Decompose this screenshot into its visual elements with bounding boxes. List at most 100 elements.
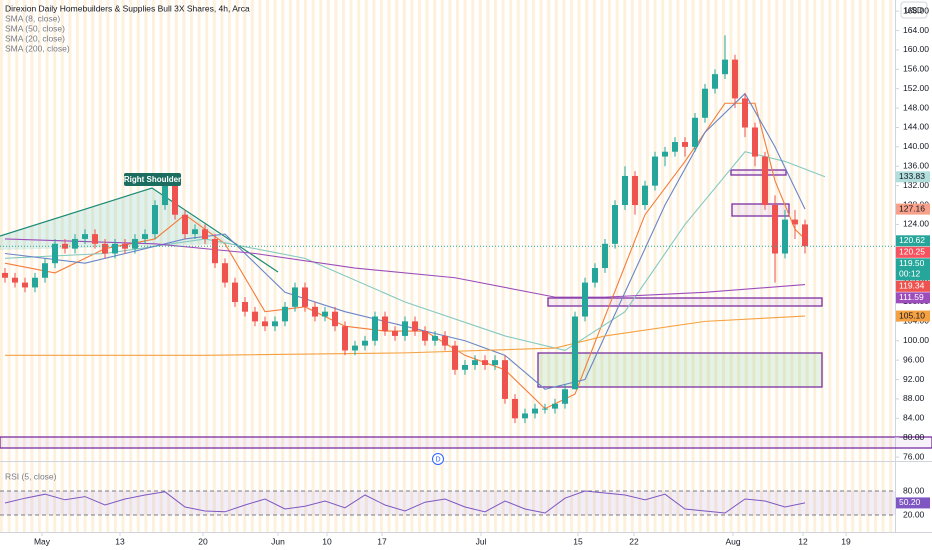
candle-body <box>702 88 708 118</box>
rsi-tick-label: 20.00 <box>903 509 925 519</box>
candle-body <box>292 287 298 307</box>
y-tick-label: 136.00 <box>903 161 929 171</box>
rsi-tick-label: 80.00 <box>903 485 925 495</box>
price-badge <box>896 203 930 215</box>
candle-body <box>592 268 598 283</box>
candle-body <box>452 345 458 370</box>
sma-line <box>4 151 826 352</box>
candle-body <box>42 263 48 278</box>
candle-body <box>532 408 538 414</box>
rsi-legend: RSI (5, close) <box>5 471 57 481</box>
price-badge <box>896 310 930 322</box>
candle-body <box>572 316 578 390</box>
currency[interactable]: USD <box>905 5 923 15</box>
candle-body <box>112 243 118 254</box>
candle-body <box>142 234 148 239</box>
candle-body <box>52 243 58 264</box>
price-badge <box>896 280 930 292</box>
price-badge <box>896 292 930 304</box>
candle-body <box>382 316 388 332</box>
candle-body <box>622 175 628 206</box>
candle-body <box>482 360 488 365</box>
y-tick-label: 144.00 <box>903 122 929 132</box>
candle-body <box>212 238 218 264</box>
legend-entry: SMA (50, close) <box>5 23 65 33</box>
candle-body <box>352 345 358 351</box>
x-tick-label: May <box>34 536 51 546</box>
candle-body <box>442 335 448 346</box>
candle-body <box>762 156 768 206</box>
price-badge-label: 127.16 <box>899 203 925 213</box>
price-badge-label: 119.50 <box>899 258 925 268</box>
sma-line <box>4 238 806 298</box>
y-tick-label: 156.00 <box>903 64 929 74</box>
zone-box <box>547 297 823 307</box>
candle-body <box>392 331 398 336</box>
candle-body <box>512 398 518 419</box>
zone-box <box>730 169 787 176</box>
annotation: Right Shoulder <box>124 175 181 184</box>
candle-body <box>322 311 328 317</box>
price-badge-label: 105.10 <box>899 310 925 320</box>
candle-body <box>712 74 718 89</box>
candle-body <box>242 301 248 312</box>
price-badge-label: 119.34 <box>899 281 925 291</box>
plot <box>2 35 826 424</box>
y-tick-label: 100.00 <box>903 335 929 345</box>
price-badge-label: 111.59 <box>899 292 924 302</box>
x-tick-label: 15 <box>573 536 583 546</box>
rsi-badge-label: 50.20 <box>899 497 921 507</box>
legend-entry: SMA (200, close) <box>5 43 70 53</box>
zone-box <box>731 203 790 217</box>
x-tick-label: 13 <box>115 536 125 546</box>
candle-body <box>662 151 668 157</box>
price-badge <box>896 258 930 281</box>
x-tick-label: 22 <box>629 536 639 546</box>
zone-box <box>0 436 932 449</box>
candle-body <box>192 229 198 235</box>
candle-body <box>282 306 288 322</box>
candle-body <box>642 185 648 206</box>
candle-body <box>92 234 98 244</box>
candle-body <box>802 224 808 247</box>
y-tick-label: 124.00 <box>903 219 929 229</box>
y-tick-label: 88.00 <box>903 393 925 403</box>
candle-body <box>182 214 188 235</box>
candle-body <box>682 142 688 147</box>
x-tick-label: 10 <box>322 536 332 546</box>
candle-body <box>422 331 428 341</box>
candle-body <box>752 127 758 157</box>
candle-body <box>332 311 338 327</box>
candle-body <box>232 282 238 302</box>
candle-body <box>82 234 88 239</box>
x-tick-label: 19 <box>841 536 851 546</box>
candle-body <box>402 321 408 336</box>
candle-body <box>542 408 548 410</box>
y-tick-label: 140.00 <box>903 141 929 151</box>
candle-body <box>12 277 18 283</box>
candle-body <box>132 238 138 249</box>
sma-line <box>5 315 806 356</box>
y-tick-label: 76.00 <box>903 451 925 461</box>
y-tick-label: 148.00 <box>903 102 929 112</box>
x-tick-label: 20 <box>198 536 208 546</box>
candle-body <box>632 175 638 206</box>
candle-body <box>72 238 78 249</box>
price-badge <box>896 246 930 258</box>
candle-body <box>412 321 418 332</box>
x-tick-label: Aug <box>725 536 740 546</box>
rsi-line <box>4 490 806 514</box>
price-badge-label: 120.62 <box>899 235 925 245</box>
currency-button[interactable] <box>900 1 928 19</box>
candle-body <box>602 243 608 269</box>
candle-body <box>552 403 558 409</box>
candle-body <box>672 142 678 152</box>
x-tick-label: Jun <box>271 536 285 546</box>
candle-body <box>62 243 68 249</box>
candle-body <box>522 413 528 419</box>
y-tick-label: 92.00 <box>903 374 925 384</box>
candle-body <box>152 205 158 235</box>
candle-body <box>472 360 478 365</box>
candle-body <box>612 205 618 244</box>
